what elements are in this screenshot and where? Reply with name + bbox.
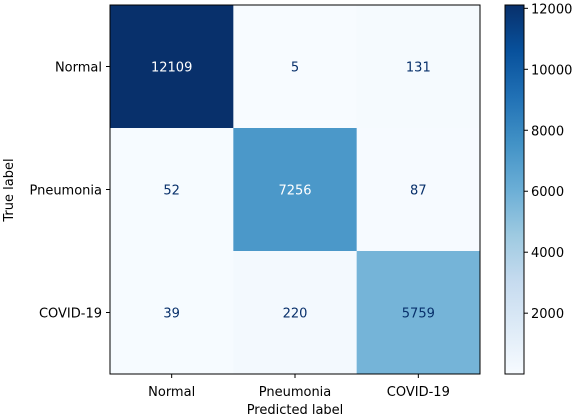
cell-value-label: 131 [406,61,431,76]
x-axis-ticks: Normal Pneumonia COVID-19 [148,374,450,400]
heatmap-cell [233,5,358,129]
x-axis-title: Predicted label [247,403,344,418]
heatmap-cell [110,128,234,252]
colorbar-tick-label: 8000 [531,124,564,139]
heatmap-cells [110,5,481,375]
heatmap-cell [110,5,234,129]
cell-value-label: 87 [410,184,427,199]
cell-value-label: 39 [163,307,180,322]
heatmap-cell [356,5,481,129]
cell-value-label: 7256 [278,184,311,199]
cell-value-label: 52 [163,184,180,199]
cell-value-labels: 12109 5 131 52 7256 87 39 220 5759 [151,61,435,322]
colorbar-tick-label: 6000 [531,185,564,200]
colorbar-tick-label: 4000 [531,246,564,261]
cell-value-label: 220 [283,307,308,322]
x-tick-label: Normal [148,385,195,400]
cell-value-label: 12109 [151,61,192,76]
x-tick-label: Pneumonia [259,385,332,400]
y-tick-label: COVID-19 [39,307,102,322]
heatmap-cell [356,128,481,252]
heatmap-cell [233,251,358,375]
heatmap-cell [233,128,358,252]
cell-value-label: 5 [291,61,299,76]
y-axis-title: True label [2,158,17,222]
colorbar-ticks: 2000 4000 6000 8000 10000 12000 [524,2,572,322]
colorbar-tick-label: 12000 [531,2,572,17]
y-axis-ticks: Normal Pneumonia COVID-19 [29,61,110,322]
cell-value-label: 5759 [402,307,435,322]
y-tick-label: Normal [55,61,102,76]
colorbar-tick-label: 2000 [531,307,564,322]
colorbar [504,4,525,375]
heatmap-cell [356,251,481,375]
y-tick-label: Pneumonia [29,184,102,199]
heatmap-cell [110,251,234,375]
x-tick-label: COVID-19 [387,385,450,400]
colorbar-tick-label: 10000 [531,63,572,78]
